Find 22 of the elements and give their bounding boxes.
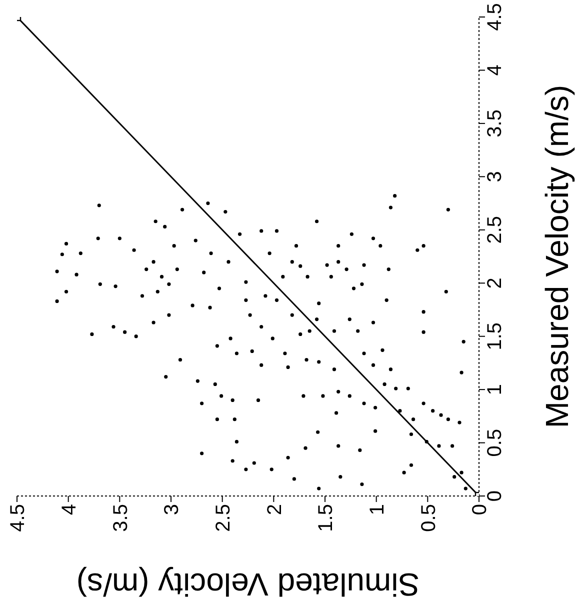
y-tick-label: 2.5 — [484, 216, 506, 244]
y-axis-title: Measured Velocity (m/s) — [539, 84, 575, 428]
x-tick-label: 3 — [161, 504, 184, 516]
x-axis-title: Simulated Velocity (m/s) — [76, 566, 420, 603]
y-tick-label: 0.5 — [484, 428, 506, 457]
y-tick-label: 1.5 — [484, 322, 506, 350]
x-tick-label: 2.5 — [212, 504, 234, 532]
x-tick-label: 4 — [58, 504, 80, 516]
y-tick-label: 3 — [484, 171, 506, 182]
x-tick-label: 3.5 — [110, 504, 132, 532]
x-tick-label: 1.5 — [315, 504, 338, 532]
y-tick-label: 0 — [484, 490, 506, 502]
x-tick-label: 2 — [264, 504, 286, 516]
x-tick-label: 0 — [469, 504, 492, 516]
y-tick-label: 2 — [484, 278, 506, 289]
y-tick-label: 3.5 — [484, 110, 506, 138]
x-tick-label: 1 — [366, 504, 388, 516]
x-tick-label: 0.5 — [418, 504, 440, 532]
y-tick-label: 1 — [484, 384, 506, 396]
y-tick-label: 4.5 — [484, 3, 506, 31]
x-tick-label: 4.5 — [7, 504, 30, 532]
y-tick-label: 4 — [484, 64, 506, 76]
